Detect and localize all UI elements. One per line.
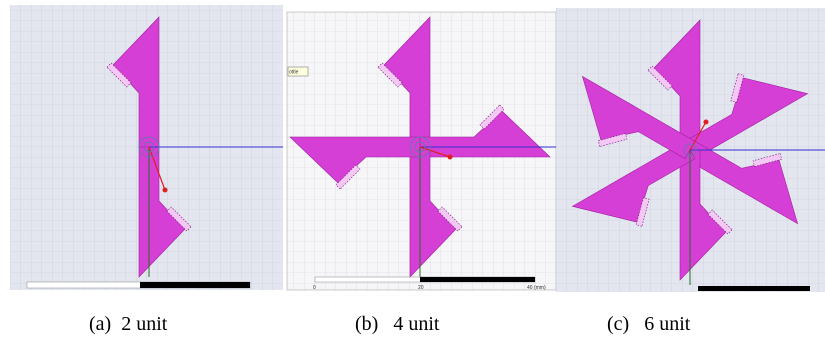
- tooltip: ottle: [289, 70, 299, 76]
- caption: (b) 4 unit: [355, 313, 440, 335]
- caption: (a) 2 unit: [89, 313, 168, 335]
- scale-label: 0: [313, 285, 316, 291]
- panel-b: ottle 0 20 40 (mm): [286, 11, 557, 291]
- scale-label: 40 (mm): [527, 285, 546, 291]
- panel-c: [556, 8, 825, 292]
- caption: (c) 6 unit: [607, 313, 691, 335]
- scale-label: 20: [418, 285, 424, 291]
- panel-a: [10, 5, 283, 290]
